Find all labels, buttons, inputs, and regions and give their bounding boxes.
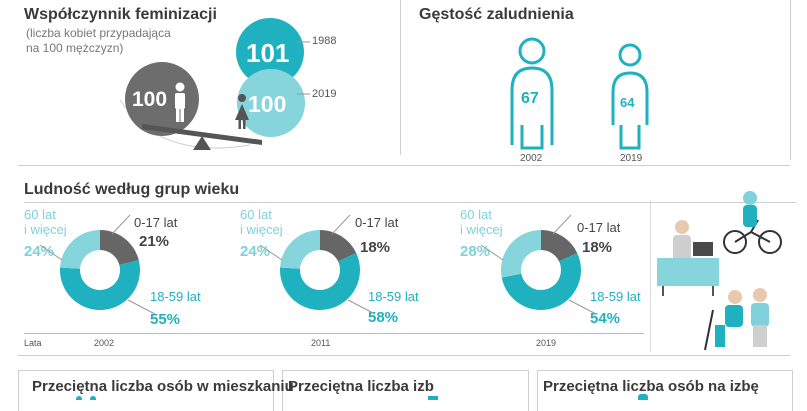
old-man-head — [728, 290, 742, 304]
chart-2011-young-value: 18% — [360, 239, 391, 256]
leader-mid-2011 — [347, 299, 376, 315]
year-2019-label: 2019 — [312, 88, 337, 100]
leader-mid-2002 — [127, 299, 156, 315]
feminization-title: Współczynnik feminizacji — [24, 6, 217, 23]
density-year-2002: 2002 — [520, 153, 543, 164]
rooms-title: Przeciętna liczba izb — [288, 378, 434, 395]
leader-mid-2019 — [568, 299, 597, 315]
leader-old-2019 — [480, 244, 504, 261]
male-value: 100 — [132, 88, 168, 111]
leader-old-2002 — [39, 244, 63, 261]
cyclist-icon — [723, 219, 782, 254]
chart-2002-old-label-line2: i więcej — [24, 222, 67, 237]
age-title-rule — [24, 202, 796, 203]
feminization-graphic — [119, 18, 310, 150]
bottom-box-3 — [537, 370, 793, 411]
desk-person-body — [673, 235, 691, 261]
donut-slice-2002-2 — [60, 230, 100, 269]
right-border — [790, 0, 791, 160]
chart-2019-old-label-line1: 60 lat — [460, 207, 492, 222]
desk-icon — [657, 258, 719, 286]
bottom-box-1 — [18, 370, 274, 411]
timeline-year-2002: 2002 — [94, 338, 115, 348]
chart-2002-old-value: 24% — [24, 243, 55, 260]
donut-slice-2011-1 — [280, 252, 360, 310]
old-woman-head — [753, 288, 767, 302]
chart-2019-mid-label: 18-59 lat — [590, 289, 641, 304]
female-2019-circle — [237, 69, 305, 137]
donut-slice-2019-2 — [501, 230, 541, 278]
chart-2011-old-label-line1: 60 lat — [240, 207, 272, 222]
desk-person-head — [675, 220, 689, 234]
female-2019-value: 100 — [248, 91, 287, 117]
chart-2002-mid-label: 18-59 lat — [150, 289, 201, 304]
cyclist-body — [743, 205, 757, 227]
person-2019-icon — [611, 43, 649, 150]
bottom-icon-partial-4 — [638, 394, 648, 400]
bottom-box-2 — [282, 370, 529, 411]
donut-slice-2019-0 — [541, 230, 578, 262]
donut-slice-2002-0 — [100, 230, 139, 266]
age-donut-charts — [39, 214, 597, 315]
chart-2011-mid-label: 18-59 lat — [368, 289, 419, 304]
donut-slice-2019-1 — [501, 252, 581, 310]
laptop-icon — [693, 242, 713, 256]
chart-2019-young-value: 18% — [582, 239, 613, 256]
donut-slice-2002-1 — [60, 260, 141, 310]
female-1988-circle — [236, 18, 304, 86]
man-icon — [175, 82, 185, 122]
cane-icon — [704, 309, 714, 351]
feminization-subtitle-line1: (liczba kobiet przypadająca — [26, 26, 171, 40]
timeline-year-2019: 2019 — [536, 338, 557, 348]
chart-2002-mid-value: 55% — [150, 311, 181, 328]
bottom-icon-partial-3 — [428, 396, 438, 400]
section-divider — [400, 0, 401, 155]
bottom-icon-partial-1 — [76, 396, 82, 400]
timeline-label: Lata — [24, 338, 42, 348]
chart-2002-young-label: 0-17 lat — [134, 215, 178, 230]
density-2002-value: 67 — [521, 90, 539, 107]
feminization-subtitle-line2: na 100 mężczyzn) — [26, 41, 124, 55]
bottom-icon-partial-2 — [90, 396, 96, 400]
timeline-year-2011: 2011 — [311, 338, 331, 348]
leader-old-2011 — [259, 244, 283, 261]
person-2002-icon — [510, 37, 554, 150]
chart-2019-old-label-line2: i więcej — [460, 222, 503, 237]
female-1988-value: 101 — [246, 38, 290, 68]
donut-slice-2011-2 — [280, 230, 320, 269]
year-1988-label: 1988 — [312, 35, 337, 47]
age-groups-title: Ludność według grup wieku — [24, 181, 240, 198]
chart-2011-mid-value: 58% — [368, 309, 399, 326]
leader-young-2011 — [331, 214, 351, 235]
leader-young-2002 — [111, 214, 131, 235]
illustration-divider — [650, 200, 651, 352]
density-graphic — [510, 37, 649, 150]
top-section-bottom-rule — [18, 165, 790, 166]
persons-per-room-title: Przeciętna liczba osób na izbę — [543, 378, 759, 395]
seesaw-icon — [142, 124, 262, 150]
density-2019-value: 64 — [620, 95, 635, 110]
chart-2011-young-label: 0-17 lat — [355, 215, 399, 230]
persons-per-dwelling-title: Przeciętna liczba osób w mieszkaniu — [32, 378, 294, 395]
donut-slice-2011-0 — [320, 230, 357, 262]
leader-young-2019 — [552, 214, 572, 235]
chart-2019-young-label: 0-17 lat — [577, 220, 621, 235]
chart-2019-mid-value: 54% — [590, 310, 621, 327]
old-man-body — [725, 305, 743, 327]
density-year-2019: 2019 — [620, 153, 643, 164]
chart-2019-old-value: 28% — [460, 243, 491, 260]
old-woman-body — [751, 303, 769, 327]
chart-2002-young-value: 21% — [139, 233, 170, 250]
seniors-illustration — [657, 191, 782, 351]
woman-icon — [235, 94, 249, 129]
chart-2002-old-label-line1: 60 lat — [24, 207, 56, 222]
timeline-axis — [24, 333, 644, 334]
density-title: Gęstość zaludnienia — [419, 6, 574, 23]
cyclist-head — [743, 191, 757, 205]
chart-2011-old-label-line2: i więcej — [240, 222, 283, 237]
bottom-top-rule — [18, 355, 790, 356]
